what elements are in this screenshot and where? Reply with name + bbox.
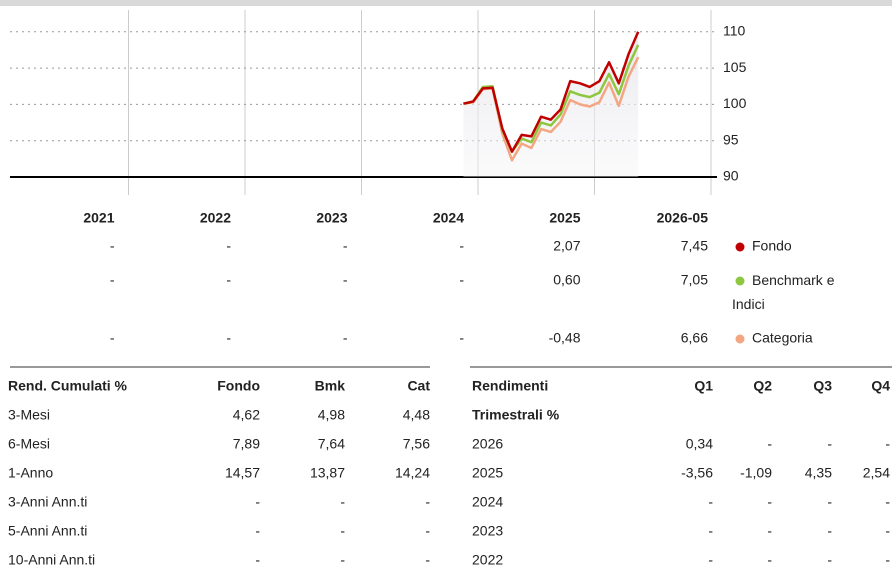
table-cell: - [425, 523, 430, 539]
annual-value: 2,07 [553, 238, 580, 254]
annual-value: - [343, 330, 348, 346]
table-cell: 14,24 [395, 465, 430, 481]
table-header: Q3 [813, 378, 832, 394]
table-cell: 7,56 [403, 436, 430, 452]
table-cell: 14,57 [225, 465, 260, 481]
table-cell: - [827, 552, 832, 568]
annual-value: - [459, 272, 464, 288]
table-cell: - [255, 552, 260, 568]
table-cell: - [340, 552, 345, 568]
table-cell: - [767, 494, 772, 510]
legend-dot [735, 242, 745, 252]
table-cell: 2025 [472, 465, 503, 481]
table-cell: 5-Anni Ann.ti [8, 523, 87, 539]
table-header: Rendimenti [472, 378, 548, 394]
table-cell: - [827, 523, 832, 539]
table-cell: 2,54 [863, 465, 890, 481]
annual-value: -0,48 [549, 330, 581, 346]
table-cell: - [255, 494, 260, 510]
legend-label: Categoria [752, 330, 813, 346]
x-tick-label: 2024 [433, 210, 464, 226]
top-bar [0, 0, 892, 6]
table-cell: 7,89 [233, 436, 260, 452]
series-line [463, 31, 640, 153]
annual-value: - [226, 238, 231, 254]
table-cell: 13,87 [310, 465, 345, 481]
y-tick-label: 100 [723, 95, 747, 111]
table-cell: - [340, 494, 345, 510]
table-cell: - [708, 552, 713, 568]
annual-value: - [226, 330, 231, 346]
annual-value: - [343, 272, 348, 288]
annual-value: 0,60 [553, 272, 580, 288]
annual-value: - [110, 330, 115, 346]
annual-value: - [459, 330, 464, 346]
table-cell: - [827, 494, 832, 510]
table-cell: - [767, 523, 772, 539]
annual-value: - [459, 238, 464, 254]
legend-dot [735, 276, 745, 286]
table-header: Fondo [217, 378, 260, 394]
table-cell: 2023 [472, 523, 503, 539]
table-header: Cat [407, 378, 430, 394]
table-cell: - [340, 523, 345, 539]
annual-value: 7,05 [681, 272, 708, 288]
y-tick-label: 90 [723, 168, 739, 184]
annual-value: - [226, 272, 231, 288]
annual-value: - [110, 272, 115, 288]
table-cell: 3-Mesi [8, 407, 50, 423]
table-cell: - [708, 523, 713, 539]
table-header: Q4 [871, 378, 890, 394]
x-tick-label: 2026-05 [657, 210, 709, 226]
table-header: Q2 [753, 378, 772, 394]
table-cell: - [885, 436, 890, 452]
table-cell: 6-Mesi [8, 436, 50, 452]
table-header: Rend. Cumulati % [8, 378, 128, 394]
table-cell: -3,56 [681, 465, 713, 481]
table-cell: 4,48 [403, 407, 430, 423]
table-cell: 4,35 [805, 465, 832, 481]
table-cell: - [767, 552, 772, 568]
legend-label: Fondo [752, 238, 792, 254]
table-header: Bmk [315, 378, 346, 394]
table-cell: - [425, 552, 430, 568]
legend-label: Benchmark e Indici [732, 272, 835, 312]
table-header: Q1 [694, 378, 713, 394]
table-cell: - [827, 436, 832, 452]
x-tick-label: 2021 [83, 210, 114, 226]
table-cell: - [885, 552, 890, 568]
annual-value: 6,66 [681, 330, 708, 346]
y-tick-label: 95 [723, 131, 739, 147]
table-cell: - [255, 523, 260, 539]
x-tick-label: 2023 [316, 210, 347, 226]
table-header: Trimestrali % [472, 407, 560, 423]
series-line [463, 44, 640, 153]
x-tick-label: 2022 [200, 210, 231, 226]
table-cell: -1,09 [740, 465, 772, 481]
table-cell: - [708, 494, 713, 510]
annual-value: - [343, 238, 348, 254]
table-cell: 10-Anni Ann.ti [8, 552, 95, 568]
table-cell: 7,64 [318, 436, 345, 452]
annual-value: - [110, 238, 115, 254]
table-cell: 3-Anni Ann.ti [8, 494, 87, 510]
table-cell: 4,98 [318, 407, 345, 423]
annual-value: 7,45 [681, 238, 708, 254]
y-tick-label: 105 [723, 59, 747, 75]
table-cell: 4,62 [233, 407, 260, 423]
table-cell: 0,34 [686, 436, 713, 452]
legend-dot [735, 334, 745, 344]
table-cell: 2024 [472, 494, 503, 510]
table-cell: 1-Anno [8, 465, 53, 481]
table-cell: - [885, 494, 890, 510]
table-cell: - [767, 436, 772, 452]
table-cell: 2026 [472, 436, 503, 452]
y-tick-label: 110 [723, 22, 746, 38]
table-cell: - [425, 494, 430, 510]
table-cell: 2022 [472, 552, 503, 568]
x-tick-label: 2025 [549, 210, 580, 226]
table-cell: - [885, 523, 890, 539]
